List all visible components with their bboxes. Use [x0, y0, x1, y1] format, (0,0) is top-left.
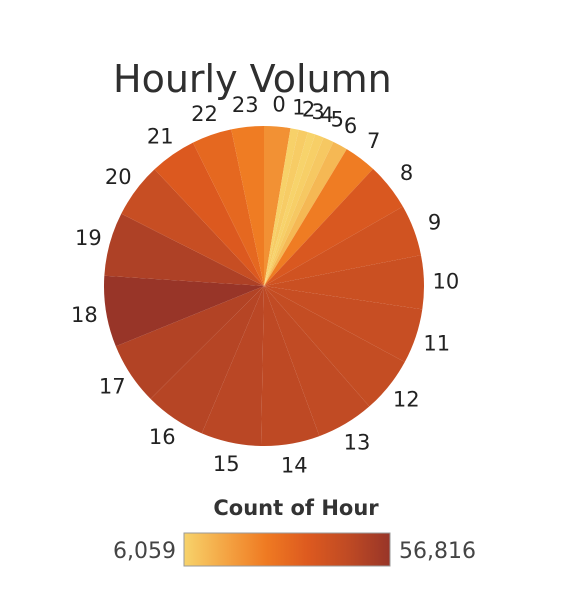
pie-slice-hour-7 — [264, 149, 374, 286]
pie-slice-hour-16 — [150, 286, 264, 434]
pie-label-hour-13: 13 — [344, 431, 371, 455]
pie-label-hour-23: 23 — [232, 93, 259, 117]
pie-label-hour-3: 3 — [311, 100, 324, 124]
pie-label-hour-10: 10 — [433, 270, 460, 294]
pie-slice-hour-23 — [231, 126, 264, 286]
pie-slice-hour-5 — [264, 137, 334, 286]
pie-label-hour-19: 19 — [75, 226, 102, 250]
pie-label-hour-1: 1 — [292, 95, 305, 119]
pie-slice-hour-17 — [115, 286, 264, 399]
pie-label-hour-12: 12 — [393, 388, 420, 412]
pie-label-hour-8: 8 — [400, 161, 413, 185]
pie-label-hour-11: 11 — [423, 331, 450, 355]
pie-label-hour-15: 15 — [213, 452, 240, 476]
chart-title: Hourly Volumn — [113, 57, 392, 101]
pie-slice-hour-2 — [264, 129, 308, 286]
pie-label-hour-7: 7 — [367, 129, 380, 153]
legend-min-label: 6,059 — [113, 539, 176, 564]
pie-slice-hour-22 — [192, 129, 264, 286]
pie-label-hour-6: 6 — [344, 114, 357, 138]
pie-slice-hour-0 — [264, 126, 291, 286]
pie-slice-hour-20 — [121, 169, 264, 286]
pie-label-hour-16: 16 — [149, 425, 176, 449]
legend-max-label: 56,816 — [399, 539, 476, 564]
pie-label-hour-2: 2 — [302, 98, 315, 122]
pie-label-hour-5: 5 — [331, 107, 344, 131]
pie-slice-hour-3 — [264, 132, 316, 286]
pie-slice-hour-11 — [264, 286, 423, 363]
pie-slice-hour-9 — [264, 206, 421, 286]
pie-slice-hour-15 — [201, 286, 264, 446]
color-legend: Count of Hour 6,059 56,816 — [113, 496, 476, 567]
pie-slice-hour-18 — [104, 275, 264, 347]
pie-slice-hour-10 — [264, 255, 425, 310]
pie-slice-hour-12 — [264, 286, 405, 407]
legend-title: Count of Hour — [213, 496, 379, 520]
pie-slice-hour-8 — [264, 168, 403, 286]
pie-slice-hour-1 — [264, 128, 299, 286]
pie-slice-hour-19 — [104, 213, 264, 286]
pie-slice-hour-6 — [264, 141, 347, 286]
pie-label-hour-9: 9 — [428, 210, 441, 234]
pie-label-hour-17: 17 — [99, 374, 126, 398]
pie-slices — [104, 126, 425, 446]
pie-slice-hour-21 — [154, 142, 264, 286]
pie-label-hour-20: 20 — [105, 165, 132, 189]
pie-slice-hour-13 — [264, 286, 370, 437]
pie-slice-hour-14 — [260, 286, 320, 446]
legend-color-bar — [183, 532, 391, 567]
pie-label-hour-22: 22 — [191, 102, 218, 126]
pie-slice-hour-4 — [264, 134, 324, 286]
pie-label-hour-4: 4 — [320, 103, 333, 127]
pie-label-hour-18: 18 — [71, 303, 98, 327]
pie-label-hour-21: 21 — [147, 125, 174, 149]
pie-label-hour-14: 14 — [281, 454, 308, 478]
pie-label-hour-0: 0 — [272, 93, 285, 117]
